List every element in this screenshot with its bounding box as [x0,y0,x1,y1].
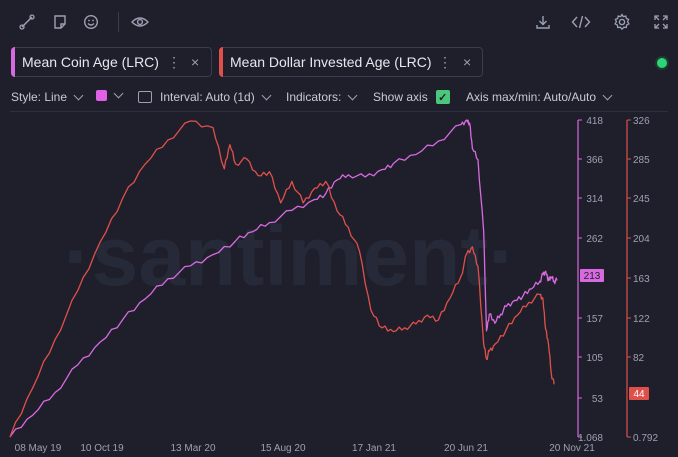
color-swatch [96,90,107,101]
emoji-icon[interactable] [80,11,102,33]
download-icon[interactable] [532,11,554,33]
left-axis-tick-label: 418 [586,116,603,127]
right-axis-tick-label: 326 [633,116,650,127]
chart-toolbar [0,0,678,44]
axis-range-dropdown[interactable]: Axis max/min: Auto/Auto [466,90,613,104]
right-axis-tick-label: 285 [633,155,650,166]
fullscreen-icon[interactable] [650,11,672,33]
indicators-dropdown[interactable]: Indicators: [286,90,358,104]
right-axis-tick-label: 245 [633,194,650,205]
show-axis-toggle[interactable]: Show axis ✓ [373,90,450,104]
right-axis-tick-label: 82 [633,353,645,364]
metric-color-bar [219,47,223,77]
left-axis-tick-label: 366 [586,155,603,166]
dollar-age-line [9,120,555,438]
left-axis-tick-label: 314 [586,194,603,205]
style-dropdown[interactable]: Style: Line [11,90,84,104]
color-picker[interactable] [96,88,124,101]
metric-label: Mean Coin Age (LRC) [22,54,159,70]
left-current-value-label: 213 [584,271,601,282]
show-axis-label: Show axis [373,90,428,104]
kebab-menu-icon[interactable]: ⋮ [438,53,452,70]
x-axis-tick-label: 10 Oct 19 [80,443,124,454]
left-current-value-badge [580,269,604,282]
right-current-value-badge [629,387,649,400]
watermark: ·santiment· [64,209,517,303]
right-axis-tick-label: 163 [633,274,650,285]
coin-age-line [9,119,558,438]
close-icon[interactable]: × [191,54,200,70]
right-axis-tick-label: 122 [633,314,650,325]
settings-icon[interactable] [611,11,633,33]
embed-code-icon[interactable] [570,11,592,33]
x-axis-tick-label: 08 May 19 [15,443,62,454]
eye-icon[interactable] [129,11,151,33]
style-label: Style: Line [11,90,68,104]
left-axis-tick-label: 53 [592,394,604,405]
status-indicator [657,58,667,68]
x-axis-tick-label: 15 Aug 20 [260,443,305,454]
metric-chip-dollar-age[interactable]: Mean Dollar Invested Age (LRC) ⋮ × [219,47,483,77]
x-axis-tick-label: 20 Nov 21 [549,443,595,454]
metric-chip-coin-age[interactable]: Mean Coin Age (LRC) ⋮ × [11,47,212,77]
axis-range-label: Axis max/min: Auto/Auto [466,90,597,104]
toolbar-separator [118,12,119,32]
x-axis-tick-label: 17 Jan 21 [352,443,396,454]
left-axis-tick-label: 262 [586,234,603,245]
right-axis-tick-label: 0.792 [633,433,658,444]
kebab-menu-icon[interactable]: ⋮ [167,53,181,70]
interval-dropdown[interactable]: Interval: Auto (1d) [138,90,272,104]
interval-label: Interval: Auto (1d) [160,90,255,104]
left-axis-tick-label: 1.068 [578,433,603,444]
checkbox-checked-icon[interactable]: ✓ [435,90,450,104]
metric-color-bar [11,47,15,77]
right-axis-tick-label: 204 [633,234,650,245]
x-axis-tick-label: 13 Mar 20 [170,443,215,454]
line-tool-icon[interactable] [16,11,38,33]
controls-divider [10,111,668,112]
calendar-icon [138,91,152,103]
note-icon[interactable] [49,11,71,33]
right-current-value-label: 44 [633,389,645,400]
left-axis-tick-label: 157 [586,314,603,325]
x-axis-tick-label: 20 Jun 21 [444,443,488,454]
left-axis-tick-label: 105 [586,353,603,364]
close-icon[interactable]: × [463,54,472,70]
indicators-label: Indicators: [286,90,342,104]
metric-label: Mean Dollar Invested Age (LRC) [230,54,432,70]
